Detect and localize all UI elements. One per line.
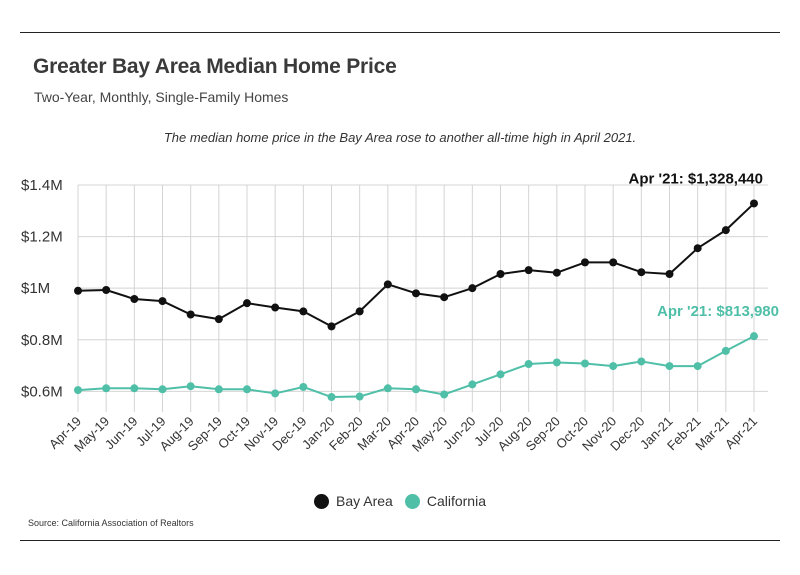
data-point-bay-area bbox=[158, 297, 167, 306]
data-point-bay-area bbox=[271, 303, 280, 312]
data-point-bay-area bbox=[468, 284, 477, 293]
data-point-california bbox=[468, 380, 477, 389]
data-point-california bbox=[327, 393, 336, 402]
y-tick-label: $1M bbox=[21, 280, 50, 297]
data-point-bay-area bbox=[355, 307, 364, 316]
data-point-california bbox=[214, 385, 223, 394]
data-point-bay-area bbox=[637, 268, 646, 277]
bottom-rule bbox=[20, 540, 780, 541]
data-point-bay-area bbox=[750, 199, 758, 208]
y-tick-label: $0.8M bbox=[21, 332, 63, 349]
data-point-bay-area bbox=[130, 295, 139, 304]
data-point-california bbox=[130, 384, 139, 393]
data-point-california bbox=[102, 384, 111, 393]
data-point-california bbox=[609, 362, 618, 371]
data-point-california bbox=[271, 389, 280, 398]
data-point-bay-area bbox=[721, 226, 730, 235]
data-point-bay-area bbox=[609, 258, 618, 267]
data-point-california bbox=[412, 385, 420, 394]
data-point-bay-area bbox=[102, 285, 111, 294]
data-point-bay-area bbox=[665, 269, 674, 278]
chart-title: Greater Bay Area Median Home Price bbox=[33, 55, 397, 78]
x-tick-label: Jun-20 bbox=[440, 414, 479, 453]
data-point-california bbox=[581, 359, 589, 368]
legend-item-california: California bbox=[404, 493, 486, 509]
data-point-california bbox=[496, 370, 505, 379]
data-point-bay-area bbox=[524, 266, 533, 275]
legend-label-bay-area: Bay Area bbox=[336, 493, 393, 509]
y-axis-labels: $0.6M $0.8M $1M $1.2M $1.4M bbox=[21, 177, 63, 400]
legend-swatch-bay-area bbox=[314, 493, 330, 509]
data-point-bay-area bbox=[440, 293, 449, 302]
x-tick-label: Apr-21 bbox=[722, 414, 760, 452]
data-point-california bbox=[74, 386, 82, 395]
data-point-california bbox=[299, 382, 308, 391]
data-point-california bbox=[158, 385, 167, 394]
data-point-bay-area bbox=[412, 289, 420, 298]
data-point-california bbox=[750, 332, 758, 341]
y-tick-label: $1.2M bbox=[21, 229, 63, 246]
legend-swatch-california bbox=[404, 493, 420, 509]
end-label-california: Apr '21: $813,980 bbox=[657, 303, 779, 320]
data-point-bay-area bbox=[496, 269, 505, 278]
legend-label-california: California bbox=[426, 493, 486, 509]
source-note: Source: California Association of Realto… bbox=[28, 518, 194, 528]
data-point-bay-area bbox=[581, 258, 589, 267]
data-point-bay-area bbox=[299, 307, 308, 316]
data-point-california bbox=[524, 360, 533, 369]
data-point-bay-area bbox=[693, 244, 702, 253]
data-point-california bbox=[243, 385, 251, 394]
data-point-bay-area bbox=[74, 286, 82, 295]
grid-lines bbox=[77, 184, 768, 412]
data-point-california bbox=[186, 382, 195, 391]
x-tick-label: Jun-19 bbox=[102, 414, 141, 453]
legend: Bay Area California bbox=[0, 493, 800, 509]
data-point-bay-area bbox=[243, 299, 251, 308]
y-tick-label: $0.6M bbox=[21, 383, 63, 400]
y-tick-label: $1.4M bbox=[21, 177, 63, 194]
data-point-california bbox=[693, 362, 702, 371]
data-point-california bbox=[383, 384, 392, 393]
data-point-bay-area bbox=[552, 268, 561, 277]
data-point-california bbox=[355, 392, 364, 401]
data-point-bay-area bbox=[327, 322, 336, 331]
data-point-bay-area bbox=[383, 280, 392, 289]
x-axis-labels: Apr-19May-19Jun-19Jul-19Aug-19Sep-19Oct-… bbox=[46, 414, 760, 455]
series-lines bbox=[74, 199, 758, 402]
end-label-bay-area: Apr '21: $1,328,440 bbox=[629, 170, 764, 187]
chart-annotation: The median home price in the Bay Area ro… bbox=[163, 130, 637, 145]
data-point-california bbox=[440, 390, 449, 399]
data-point-bay-area bbox=[214, 315, 223, 324]
top-rule bbox=[20, 32, 780, 33]
data-point-california bbox=[665, 362, 674, 371]
chart-subtitle: Two-Year, Monthly, Single-Family Homes bbox=[34, 89, 289, 105]
end-labels: Apr '21: $1,328,440 Apr '21: $813,980 bbox=[629, 170, 780, 320]
data-point-bay-area bbox=[186, 310, 195, 319]
data-point-california bbox=[637, 357, 646, 366]
data-point-california bbox=[552, 358, 561, 367]
data-point-california bbox=[721, 346, 730, 355]
legend-item-bay-area: Bay Area bbox=[314, 493, 393, 509]
